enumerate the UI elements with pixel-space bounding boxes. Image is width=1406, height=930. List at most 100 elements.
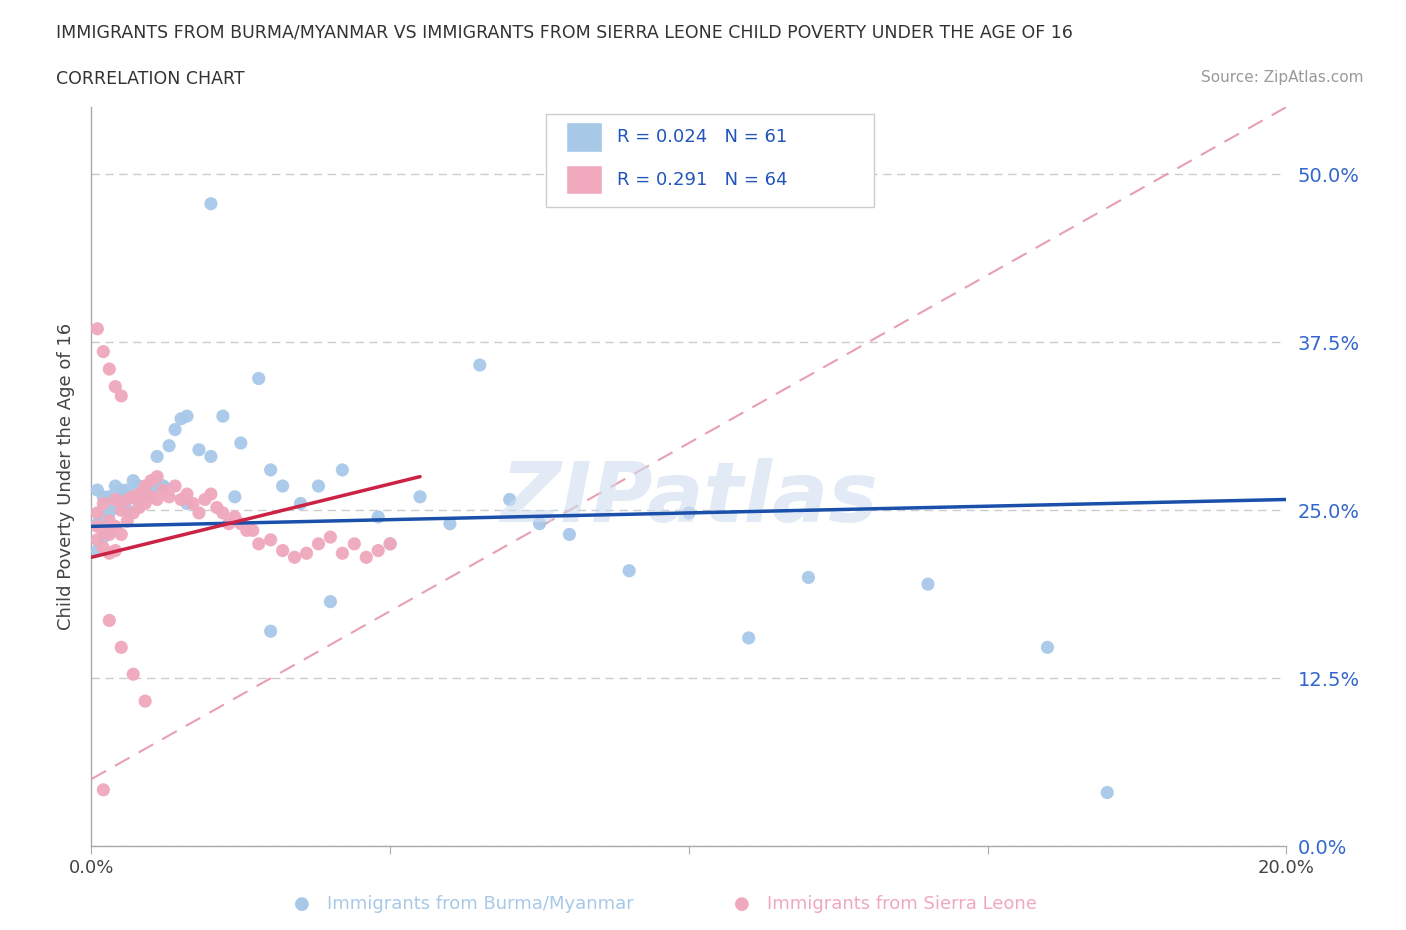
- Point: [104, 479, 127, 494]
- Point: [200, 449, 222, 464]
- Point: [367, 510, 389, 525]
- Point: [797, 570, 820, 585]
- Point: [229, 516, 252, 531]
- Point: [98, 513, 121, 528]
- Point: [170, 492, 193, 507]
- Point: [128, 496, 150, 511]
- Point: [176, 496, 198, 511]
- Point: [194, 492, 217, 507]
- Point: [98, 506, 121, 521]
- Point: [115, 489, 138, 504]
- Point: [367, 543, 389, 558]
- Text: CORRELATION CHART: CORRELATION CHART: [56, 70, 245, 87]
- Point: [110, 640, 132, 655]
- Point: [152, 479, 174, 494]
- Text: ●   Immigrants from Burma/Myanmar: ● Immigrants from Burma/Myanmar: [294, 896, 634, 913]
- Point: [247, 537, 270, 551]
- Point: [110, 389, 132, 404]
- Point: [93, 489, 115, 504]
- Point: [141, 473, 163, 488]
- Point: [1036, 640, 1059, 655]
- Point: [224, 489, 246, 504]
- Point: [134, 694, 156, 709]
- Point: [141, 489, 163, 504]
- Point: [295, 546, 318, 561]
- Point: [181, 496, 204, 511]
- Point: [319, 594, 342, 609]
- Point: [98, 362, 121, 377]
- Point: [122, 489, 145, 504]
- Point: [122, 667, 145, 682]
- Point: [380, 537, 402, 551]
- Point: [188, 506, 211, 521]
- Point: [157, 489, 180, 504]
- Text: ZIPatlas: ZIPatlas: [501, 458, 877, 539]
- Point: [115, 513, 138, 528]
- Point: [104, 500, 127, 515]
- Point: [86, 483, 108, 498]
- Point: [290, 496, 312, 511]
- Point: [678, 506, 700, 521]
- Point: [98, 613, 121, 628]
- Point: [98, 523, 121, 538]
- Point: [115, 503, 138, 518]
- Point: [104, 492, 127, 507]
- Point: [86, 516, 108, 531]
- Point: [115, 483, 138, 498]
- Point: [110, 503, 132, 518]
- Point: [146, 492, 169, 507]
- Point: [242, 523, 264, 538]
- Point: [98, 489, 121, 504]
- Point: [86, 322, 108, 337]
- Point: [163, 479, 186, 494]
- Point: [93, 510, 115, 525]
- Bar: [565, 123, 602, 152]
- Point: [211, 408, 233, 423]
- Point: [163, 422, 186, 437]
- Point: [529, 516, 551, 531]
- Point: [200, 486, 222, 501]
- Point: [188, 443, 211, 458]
- Point: [332, 462, 354, 477]
- Point: [247, 371, 270, 386]
- Point: [319, 530, 342, 545]
- Point: [211, 506, 233, 521]
- Point: [917, 577, 939, 591]
- Point: [141, 479, 163, 494]
- Bar: [565, 165, 602, 194]
- Point: [141, 483, 163, 498]
- Point: [128, 479, 150, 494]
- Point: [104, 379, 127, 394]
- Text: Source: ZipAtlas.com: Source: ZipAtlas.com: [1201, 70, 1364, 85]
- Point: [218, 516, 240, 531]
- Point: [152, 483, 174, 498]
- Point: [343, 537, 366, 551]
- Point: [122, 506, 145, 521]
- Text: R = 0.024   N = 61: R = 0.024 N = 61: [617, 128, 787, 146]
- Point: [93, 344, 115, 359]
- Point: [205, 500, 228, 515]
- Point: [468, 358, 491, 373]
- Point: [128, 486, 150, 501]
- Point: [122, 473, 145, 488]
- Point: [157, 438, 180, 453]
- Point: [229, 435, 252, 450]
- Point: [86, 543, 108, 558]
- Point: [86, 519, 108, 534]
- Point: [354, 550, 377, 565]
- Point: [86, 506, 108, 521]
- Point: [134, 489, 156, 504]
- Text: IMMIGRANTS FROM BURMA/MYANMAR VS IMMIGRANTS FROM SIERRA LEONE CHILD POVERTY UNDE: IMMIGRANTS FROM BURMA/MYANMAR VS IMMIGRA…: [56, 23, 1073, 41]
- Point: [271, 543, 294, 558]
- Point: [146, 449, 169, 464]
- Point: [224, 510, 246, 525]
- Point: [98, 546, 121, 561]
- Point: [439, 516, 461, 531]
- Point: [1097, 785, 1119, 800]
- Point: [128, 492, 150, 507]
- Point: [146, 469, 169, 484]
- Point: [284, 550, 307, 565]
- Point: [110, 527, 132, 542]
- Point: [259, 532, 281, 547]
- Point: [176, 408, 198, 423]
